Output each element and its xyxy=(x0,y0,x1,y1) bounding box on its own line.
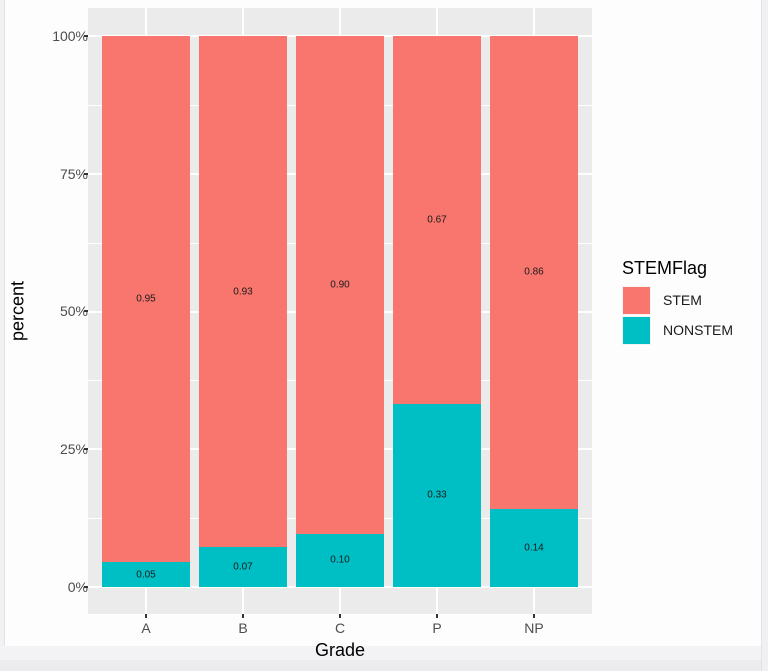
y-tick-label-25: 25% xyxy=(59,441,88,457)
window-bottom-bar xyxy=(0,660,761,671)
bar-segment-stem-p xyxy=(393,36,481,404)
x-tick-label-b: B xyxy=(238,620,248,636)
legend-swatch-nonstem xyxy=(622,315,651,345)
bar-segment-stem-a xyxy=(102,36,190,563)
bar-segment-stem-b xyxy=(199,36,287,548)
y-tick-mark xyxy=(84,310,88,312)
y-tick-mark xyxy=(84,586,88,588)
x-tick-mark xyxy=(242,614,244,618)
x-tick-mark xyxy=(436,614,438,618)
bar-label-stem-c: 0.90 xyxy=(330,279,350,291)
legend-item-stem: STEM xyxy=(622,285,733,315)
y-tick-label-0: 0% xyxy=(67,579,88,595)
bar-segment-nonstem-c xyxy=(296,533,384,587)
legend: STEMFlag STEM NONSTEM xyxy=(622,258,733,345)
scrollbar-track[interactable] xyxy=(761,0,768,671)
bar-segment-nonstem-b xyxy=(199,547,287,587)
bar-segment-nonstem-a xyxy=(102,562,190,587)
x-tick-label-a: A xyxy=(141,620,151,636)
x-tick-label-c: C xyxy=(334,620,346,636)
y-tick-mark xyxy=(84,173,88,175)
x-tick-label-p: P xyxy=(432,620,442,636)
bar-label-nonstem-a: 0.05 xyxy=(136,569,156,581)
y-tick-label-100: 100% xyxy=(52,28,88,44)
window-left-edge xyxy=(0,0,5,671)
bar-label-nonstem-np: 0.14 xyxy=(524,542,544,554)
y-tick-mark xyxy=(84,448,88,450)
bar-label-stem-p: 0.67 xyxy=(427,214,447,226)
bar-segment-stem-c xyxy=(296,36,384,534)
y-tick-label-50: 50% xyxy=(59,303,88,319)
bar-label-stem-a: 0.95 xyxy=(136,293,156,305)
legend-swatch-stem xyxy=(622,285,651,315)
x-tick-mark xyxy=(533,614,535,618)
y-axis-title: percent xyxy=(7,280,28,342)
bar-label-nonstem-p: 0.33 xyxy=(427,489,447,501)
x-tick-mark xyxy=(339,614,341,618)
x-tick-mark xyxy=(145,614,147,618)
legend-title: STEMFlag xyxy=(622,258,708,278)
bar-label-stem-np: 0.86 xyxy=(524,266,544,278)
x-axis-title: Grade xyxy=(314,640,366,660)
y-tick-mark xyxy=(84,35,88,37)
bar-segment-stem-np xyxy=(490,36,578,509)
y-tick-label-75: 75% xyxy=(59,166,88,182)
bar-label-stem-b: 0.93 xyxy=(233,286,253,298)
bar-segment-nonstem-p xyxy=(393,403,481,587)
bar-label-nonstem-c: 0.10 xyxy=(330,554,350,566)
bar-label-nonstem-b: 0.07 xyxy=(233,561,253,573)
legend-label-stem: STEM xyxy=(663,292,702,308)
legend-label-nonstem: NONSTEM xyxy=(663,322,733,338)
legend-item-nonstem: NONSTEM xyxy=(622,315,733,345)
x-tick-label-np: NP xyxy=(524,620,544,636)
bar-segment-nonstem-np xyxy=(490,508,578,587)
